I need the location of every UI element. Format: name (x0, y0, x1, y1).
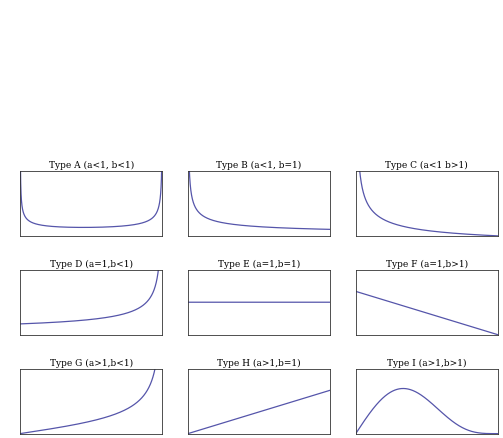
Title: Type D (a=1,b<1): Type D (a=1,b<1) (50, 260, 133, 269)
Title: Type F (a=1,b>1): Type F (a=1,b>1) (386, 260, 468, 269)
Title: Type B (a<1, b=1): Type B (a<1, b=1) (216, 161, 302, 170)
Title: Type C (a<1 b>1): Type C (a<1 b>1) (385, 161, 468, 170)
Title: Type H (a>1,b=1): Type H (a>1,b=1) (217, 359, 301, 368)
Title: Type G (a>1,b<1): Type G (a>1,b<1) (50, 359, 133, 368)
Title: Type E (a=1,b=1): Type E (a=1,b=1) (218, 260, 300, 269)
Title: Type I (a>1,b>1): Type I (a>1,b>1) (387, 359, 467, 368)
Title: Type A (a<1, b<1): Type A (a<1, b<1) (49, 161, 134, 170)
